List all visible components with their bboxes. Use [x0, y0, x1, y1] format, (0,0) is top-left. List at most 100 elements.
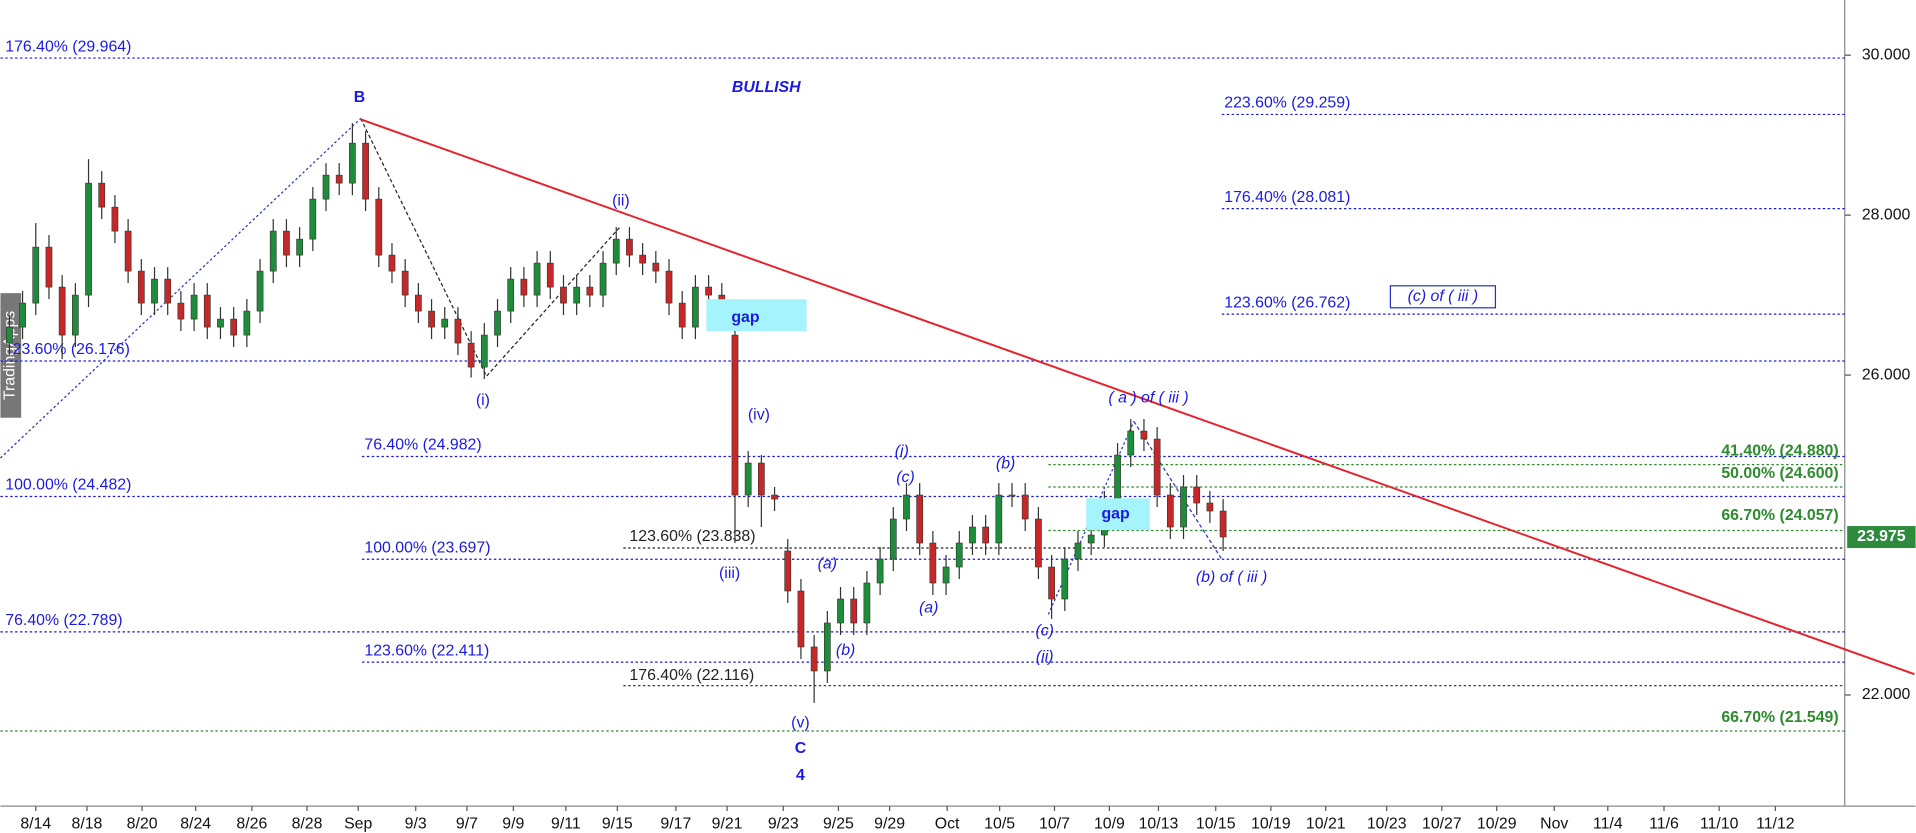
candle-body [256, 270, 264, 312]
x-tick-label: 9/21 [712, 816, 743, 833]
candle-body [494, 310, 501, 336]
candle-body [546, 262, 554, 288]
trendline [359, 118, 1915, 676]
wave-label: ( a ) of ( iii ) [1108, 389, 1188, 406]
candle-body [982, 526, 989, 544]
wave-line [1133, 421, 1223, 560]
x-tick-label: 9/25 [823, 816, 854, 833]
candle-body [58, 286, 66, 336]
wave-label: (i) [895, 443, 909, 460]
level-label: 123.60% (23.838) [629, 528, 755, 545]
candle-body [942, 566, 950, 584]
candle-body [296, 238, 303, 256]
wave-line [0, 118, 362, 459]
level-label: 123.60% (26.762) [1224, 294, 1350, 311]
candle-body [612, 238, 620, 264]
candle-body [414, 294, 422, 312]
candle-body [863, 582, 871, 624]
x-tick-label: 8/18 [72, 816, 103, 833]
candle-body [850, 598, 858, 624]
candle-body [283, 230, 290, 256]
x-tick-label: 10/5 [984, 816, 1015, 833]
candle-body [1193, 486, 1201, 504]
wave-label: gap [1101, 505, 1130, 522]
candle-body [1219, 510, 1227, 538]
level-label: 50.00% (24.600) [1721, 465, 1838, 482]
annotation-box [1086, 498, 1150, 531]
candle-body [1114, 454, 1121, 504]
x-tick-label: 10/19 [1251, 816, 1291, 833]
watermark: TradingApps [1, 311, 18, 400]
candle-body [322, 174, 330, 200]
candle-body [388, 254, 396, 272]
wave-label: gap [731, 309, 760, 326]
wave-label: (iv) [748, 406, 770, 423]
candle-body [705, 286, 712, 296]
candle-body [349, 142, 356, 184]
candle-body [797, 590, 805, 648]
candle-body [1074, 542, 1082, 560]
candle-body [916, 494, 924, 544]
candle-body [6, 326, 13, 344]
candle-body [454, 318, 462, 344]
wave-label: 4 [796, 767, 805, 784]
candle-body [269, 230, 277, 272]
candle-body [1048, 566, 1055, 600]
annotation-box [706, 299, 807, 332]
candle-body [309, 198, 317, 240]
x-tick-label: 10/29 [1477, 816, 1517, 833]
candle-body [401, 270, 409, 296]
level-label: 76.40% (24.982) [364, 437, 481, 454]
candle-body [45, 246, 53, 288]
candle-body [758, 462, 765, 496]
candle-body [428, 310, 435, 328]
candle-body [771, 494, 778, 500]
candle-body [1061, 558, 1069, 600]
candle-body [929, 542, 937, 584]
x-tick-label: 10/23 [1367, 816, 1407, 833]
y-tick-label: 30.000 [1862, 46, 1911, 63]
level-label: 176.40% (28.081) [1224, 189, 1350, 206]
wave-label: (c) [896, 469, 915, 486]
candle-body [124, 230, 132, 272]
y-tick-label: 26.000 [1862, 366, 1911, 383]
x-tick-label: 9/11 [551, 816, 581, 833]
x-tick-label: 10/27 [1422, 816, 1462, 833]
candle-body [1166, 494, 1174, 528]
level-label: 76.40% (22.789) [5, 612, 122, 629]
x-tick-label: 9/9 [502, 816, 524, 833]
candle-body [744, 462, 752, 496]
y-tick-label: 22.000 [1862, 686, 1911, 703]
wave-label: (v) [791, 714, 810, 731]
candle-body [626, 238, 633, 256]
candle-body [335, 174, 343, 184]
candle-body [1008, 494, 1016, 497]
candle-body [151, 278, 158, 304]
candle-body [520, 278, 528, 296]
wave-label: (ii) [612, 193, 630, 210]
x-tick-label: 10/13 [1139, 816, 1179, 833]
candle-body [969, 526, 976, 544]
price-tag-label: 23.975 [1857, 528, 1906, 545]
x-tick-label: 10/21 [1306, 816, 1346, 833]
candle-body [1127, 430, 1135, 456]
level-label: 123.60% (22.411) [364, 642, 489, 659]
candle-body [692, 286, 699, 328]
x-tick-label: 11/4 [1593, 816, 1623, 833]
candle-body [85, 182, 92, 296]
wave-label: (iii) [719, 565, 740, 582]
wave-label: (c) [1035, 623, 1054, 640]
x-tick-label: 9/3 [405, 816, 427, 833]
candle-body [573, 286, 581, 304]
x-tick-label: Sep [344, 816, 372, 833]
candle-body [652, 262, 660, 272]
candle-body [1180, 486, 1187, 528]
level-label: 100.00% (23.697) [364, 539, 490, 556]
x-tick-label: Nov [1540, 816, 1568, 833]
candle-body [217, 318, 224, 328]
wave-label: (a) [919, 599, 938, 616]
x-tick-label: 8/24 [180, 816, 211, 833]
candle-body [480, 334, 488, 368]
